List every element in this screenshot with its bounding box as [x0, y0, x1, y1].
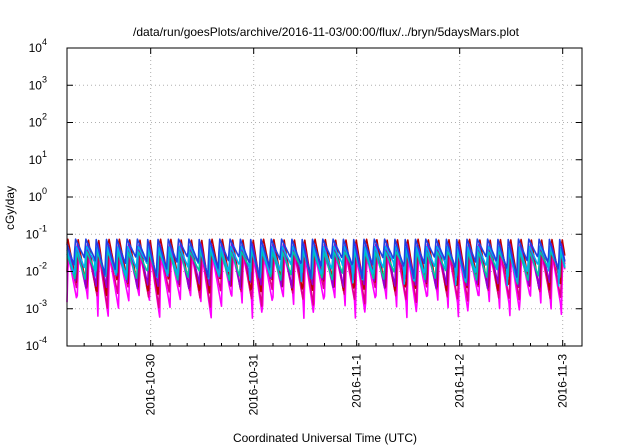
x-tick-label: 2016-10-31	[247, 354, 261, 416]
x-tick-label: 2016-11-2	[453, 354, 467, 408]
series-layer	[66, 238, 566, 320]
series-line	[66, 250, 566, 285]
y-axis-title: cGy/day	[3, 186, 17, 230]
x-tick-label: 2016-11-3	[556, 354, 570, 408]
x-tick-label: 2016-11-1	[350, 354, 364, 408]
y-tick-label: 10-1	[26, 223, 47, 241]
y-tick-label: 102	[29, 112, 47, 130]
chart-title: /data/run/goesPlots/archive/2016-11-03/0…	[133, 25, 520, 39]
x-tick-label: 2016-10-30	[144, 354, 158, 416]
y-tick-label: 10-3	[26, 298, 47, 316]
tick-layer: 10-4 10-3 10-2 10-1 100 101 102 103 104 2016-10-3…	[26, 37, 582, 415]
series-line	[66, 238, 566, 297]
y-tick-label: 10-4	[26, 335, 47, 353]
y-tick-label: 104	[29, 37, 47, 55]
grid	[67, 48, 582, 346]
x-axis-title: Coordinated Universal Time (UTC)	[233, 431, 417, 445]
y-tick-label: 100	[29, 186, 47, 204]
y-tick-label: 101	[29, 149, 47, 167]
plot-frame	[66, 47, 583, 347]
y-tick-label: 10-2	[26, 261, 47, 279]
series-line	[66, 238, 566, 280]
y-tick-label: 103	[29, 74, 47, 92]
